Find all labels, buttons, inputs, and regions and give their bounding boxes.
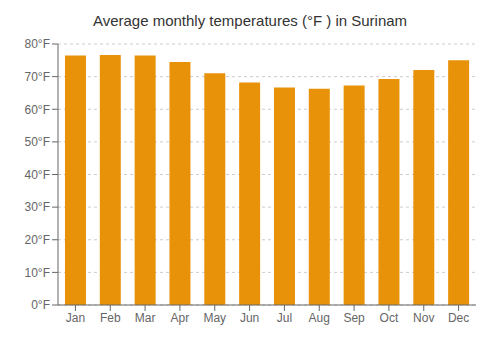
- svg-text:Jun: Jun: [240, 311, 259, 325]
- svg-text:40°F: 40°F: [25, 168, 50, 182]
- svg-text:10°F: 10°F: [25, 266, 50, 280]
- svg-text:Apr: Apr: [171, 311, 190, 325]
- svg-text:60°F: 60°F: [25, 103, 50, 117]
- svg-text:80°F: 80°F: [25, 37, 50, 51]
- svg-text:Feb: Feb: [100, 311, 121, 325]
- svg-text:30°F: 30°F: [25, 200, 50, 214]
- svg-text:Sep: Sep: [343, 311, 365, 325]
- svg-text:Aug: Aug: [309, 311, 330, 325]
- svg-text:Dec: Dec: [448, 311, 469, 325]
- svg-text:Mar: Mar: [135, 311, 156, 325]
- svg-text:70°F: 70°F: [25, 70, 50, 84]
- svg-text:Jan: Jan: [66, 311, 85, 325]
- svg-text:Jul: Jul: [277, 311, 292, 325]
- svg-text:0°F: 0°F: [31, 298, 50, 312]
- svg-text:Oct: Oct: [380, 311, 399, 325]
- svg-text:20°F: 20°F: [25, 233, 50, 247]
- svg-text:Nov: Nov: [413, 311, 434, 325]
- svg-text:May: May: [203, 311, 226, 325]
- html-text:Average monthly temperatures (: Average monthly temperatures (°F ) in Su…: [92, 12, 408, 29]
- svg-text:50°F: 50°F: [25, 135, 50, 149]
